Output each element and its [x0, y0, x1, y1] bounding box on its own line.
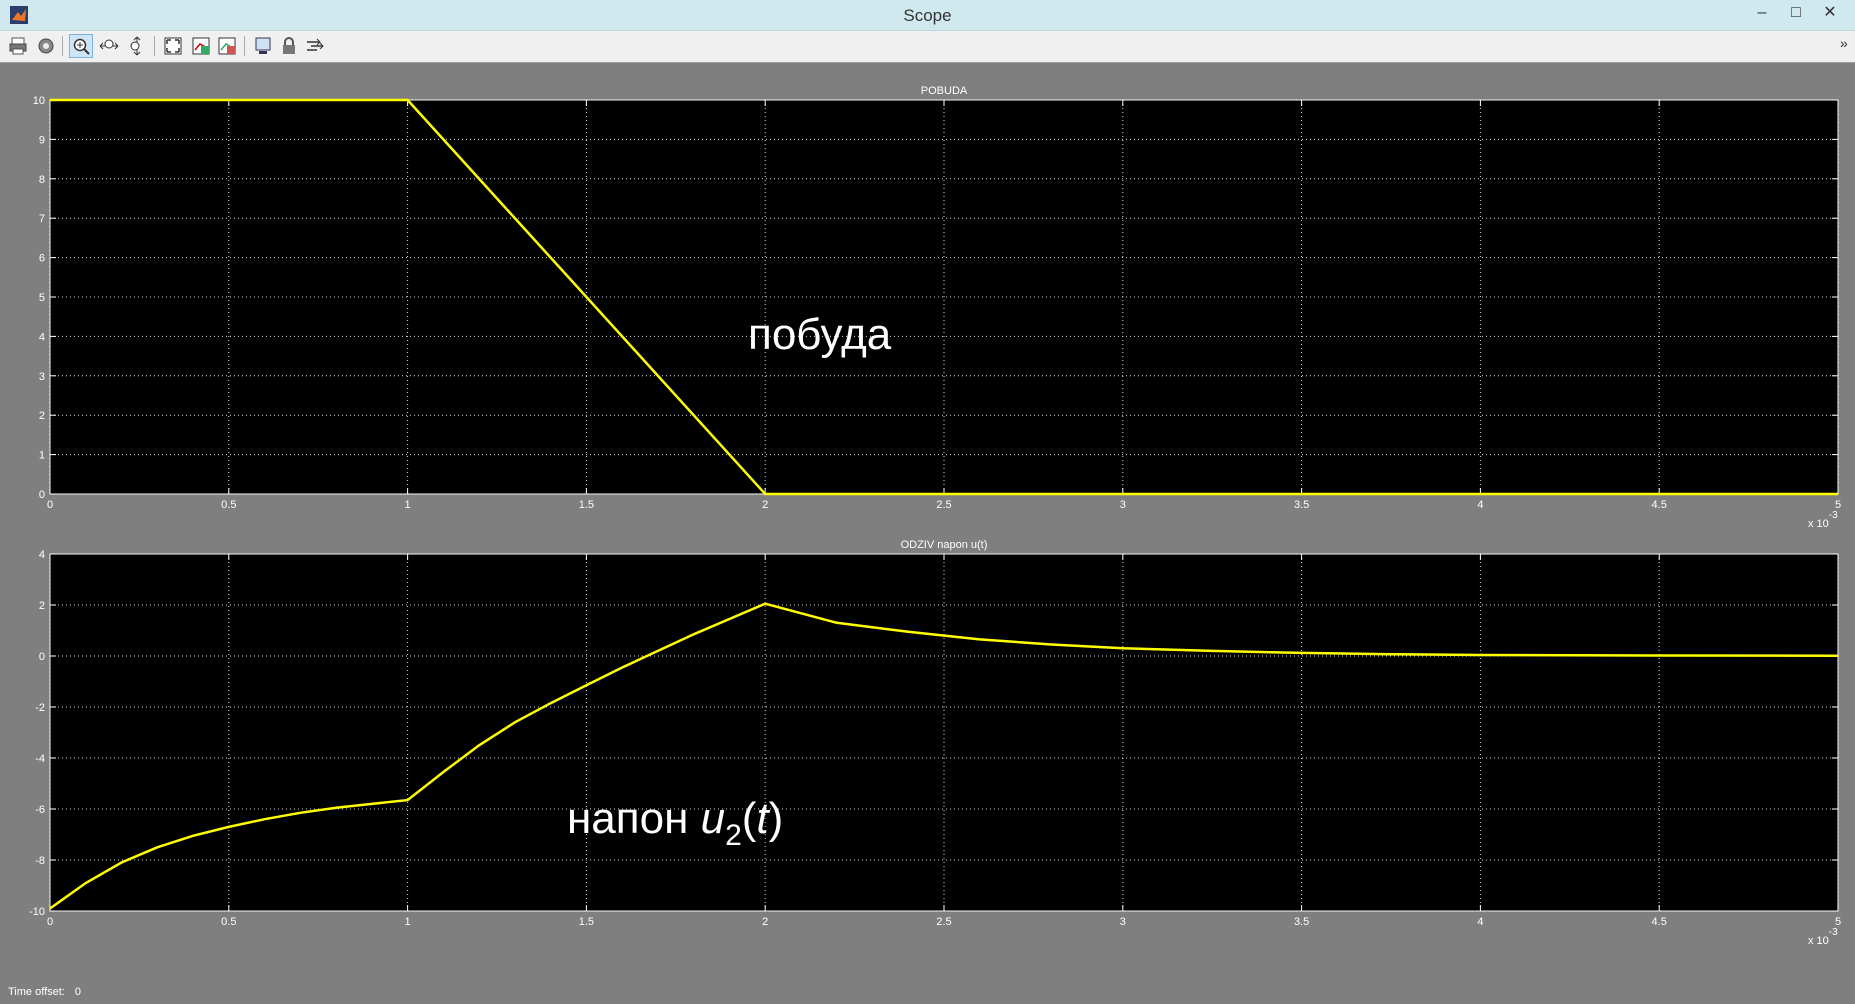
x-tick-label: 1	[405, 916, 411, 928]
restore-axes-icon	[218, 37, 236, 55]
y-tick-label: 2	[39, 600, 45, 612]
x-exponent-label: x 10-3	[1808, 927, 1838, 947]
x-exponent-label: x 10-3	[1808, 510, 1838, 530]
autoscale-button[interactable]	[161, 34, 185, 58]
plot-annotation: напон u2(t)	[567, 794, 783, 852]
y-tick-label: 5	[39, 292, 45, 304]
toolbar-separator	[244, 36, 245, 56]
save-axes-button[interactable]	[189, 34, 213, 58]
close-button[interactable]: ✕	[1823, 4, 1837, 21]
x-tick-label: 0.5	[221, 916, 236, 928]
autoscale-icon	[164, 37, 182, 55]
x-tick-label: 2.5	[936, 499, 951, 511]
floating-scope-button[interactable]	[251, 34, 275, 58]
series-line	[49, 602, 1839, 910]
signal-selection-icon	[307, 38, 324, 51]
x-tick-label: 3	[1120, 916, 1126, 928]
toolbar-separator	[154, 36, 155, 56]
zoom-x-button[interactable]	[97, 34, 121, 58]
plot-annotation: побуда	[748, 310, 892, 359]
plot-title: POBUDA	[921, 85, 968, 97]
status-bar: Time offset: 0	[8, 986, 91, 998]
x-tick-label: 5	[1835, 499, 1841, 511]
y-tick-label: -6	[35, 804, 45, 816]
toolbar-separator	[62, 36, 63, 56]
x-tick-label: 3.5	[1294, 916, 1309, 928]
series-line	[50, 98, 1838, 496]
zoom-y-icon	[130, 36, 141, 56]
x-tick-label: 4.5	[1652, 499, 1667, 511]
plot-title: ODZIV napon u(t)	[901, 539, 988, 551]
toolbar: »	[0, 31, 1855, 63]
lock-axes-icon	[283, 37, 295, 54]
toolbar-overflow-icon[interactable]: »	[1840, 35, 1848, 51]
window-title: Scope	[903, 6, 952, 25]
x-tick-label: 3	[1120, 499, 1126, 511]
zoom-x-icon	[99, 39, 119, 50]
x-tick-label: 2	[762, 499, 768, 511]
y-tick-label: 2	[39, 410, 45, 422]
y-tick-label: -4	[35, 753, 45, 765]
print-icon	[9, 37, 27, 55]
time-offset-label: Time offset:	[8, 986, 65, 998]
y-tick-label: 10	[33, 95, 45, 107]
axes-background	[49, 553, 1839, 912]
x-tick-label: 2	[762, 916, 768, 928]
zoom-y-button[interactable]	[125, 34, 149, 58]
time-offset-value: 0	[74, 986, 81, 998]
zoom-in-button[interactable]	[69, 34, 93, 58]
signal-selection-button[interactable]	[303, 34, 327, 58]
zoom-in-icon	[73, 38, 90, 55]
x-tick-label: 1.5	[579, 499, 594, 511]
x-tick-label: 0	[47, 916, 53, 928]
y-tick-label: 0	[39, 651, 45, 663]
y-tick-label: 9	[39, 134, 45, 146]
y-tick-label: 6	[39, 253, 45, 265]
plot-odziv: ODZIV napon u(t) 0 0.5 1 1.5 2 2.5 3 3.5 4 4.5 5 -10…	[29, 539, 1841, 947]
y-tick-label: 8	[39, 174, 45, 186]
x-tick-label: 1	[405, 499, 411, 511]
lock-axes-button[interactable]	[277, 34, 301, 58]
y-tick-label: 4	[39, 549, 45, 561]
x-tick-label: 4	[1477, 499, 1483, 511]
parameters-icon	[38, 38, 54, 54]
x-tick-label: 0.5	[221, 499, 236, 511]
minimize-button[interactable]: –	[1757, 4, 1767, 21]
y-tick-label: 4	[39, 331, 45, 343]
print-button[interactable]	[6, 34, 30, 58]
y-tick-label: 0	[39, 489, 45, 501]
y-tick-label: -8	[35, 855, 45, 867]
maximize-button[interactable]: □	[1791, 4, 1801, 21]
x-tick-label: 3.5	[1294, 499, 1309, 511]
plot-pobuda: POBUDA 0 0.5 1 1.5 2 2.5 3 3.5 4 4.5 5 0 1 2 3 4 5 6 7 8 9 10 x…	[33, 85, 1841, 530]
x-tick-label: 4	[1477, 916, 1483, 928]
save-axes-icon	[192, 37, 210, 55]
x-tick-label: 4.5	[1652, 916, 1667, 928]
y-tick-label: 3	[39, 371, 45, 383]
y-tick-label: -10	[29, 906, 45, 918]
matlab-app-icon[interactable]	[10, 6, 28, 24]
y-tick-label: -2	[35, 702, 45, 714]
y-tick-label: 1	[39, 450, 45, 462]
x-tick-label: 1.5	[579, 916, 594, 928]
title-bar: Scope – □ ✕	[0, 0, 1855, 31]
y-tick-label: 7	[39, 213, 45, 225]
parameters-button[interactable]	[34, 34, 58, 58]
floating-scope-icon	[255, 37, 271, 54]
x-tick-label: 0	[47, 499, 53, 511]
x-tick-label: 2.5	[936, 916, 951, 928]
x-tick-label: 5	[1835, 916, 1841, 928]
restore-axes-button[interactable]	[215, 34, 239, 58]
